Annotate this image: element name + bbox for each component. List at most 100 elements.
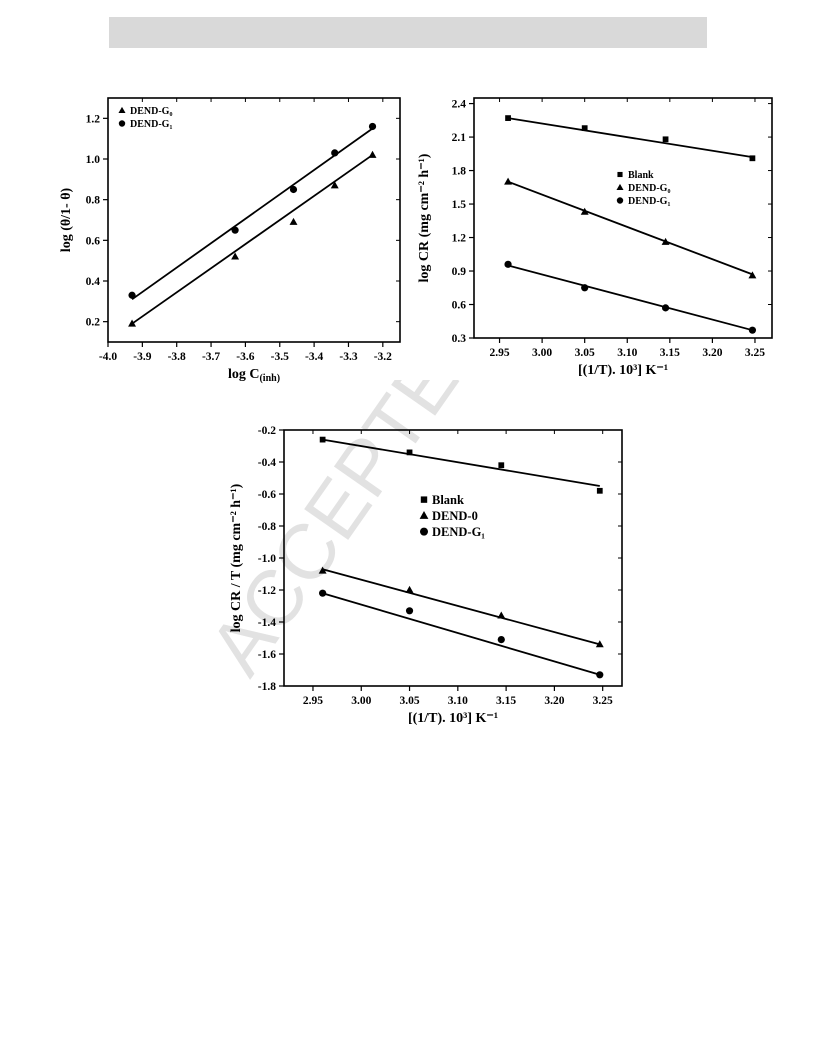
y-tick-label: 0.4 [86,276,101,288]
data-point-triangle [231,252,240,260]
x-tick-label: 3.15 [496,695,516,707]
x-tick-label: -3.6 [236,351,254,363]
y-tick-label: 0.6 [452,300,467,312]
y-tick-label: -1.0 [258,553,276,565]
data-point-triangle [419,511,429,519]
y-tick-label: 0.2 [86,317,101,329]
x-tick-label: 3.25 [593,695,613,707]
y-tick-label: 2.4 [452,99,467,111]
data-point-circle [420,527,428,536]
y-axis-label: log CR (mg cm⁻² h⁻¹) [417,153,432,282]
x-tick-label: 3.05 [399,695,419,707]
data-point-circle [748,326,757,334]
data-point-triangle [128,319,137,327]
data-point-circle [661,304,670,312]
data-point-circle [331,149,339,157]
legend-label: DEND-G₁ [130,119,172,130]
y-tick-label: -1.2 [258,585,276,597]
x-axis-label: [(1/T). 10³] K⁻¹ [578,363,668,378]
plot-frame [107,97,401,343]
x-tick-label: 2.95 [489,347,509,359]
x-tick-label: 2.95 [303,695,323,707]
x-tick-label: -4.0 [99,351,117,363]
y-tick-label: 0.6 [86,235,101,247]
legend: Blank DEND-G₀ DEND-G₁ [616,170,670,207]
fit-line-0 [322,438,600,487]
data-point-circle [319,589,327,597]
data-point-circle [596,671,604,679]
legend-label: DEND-G₁ [432,525,485,539]
y-tick-label: -1.8 [258,681,276,693]
data-point-square [581,125,588,132]
y-tick-label: -0.2 [258,425,276,437]
data-point-square [749,155,756,162]
data-point-square [617,171,623,178]
x-tick-label: -3.5 [271,351,289,363]
transition-state-chart: 2.95 3.00 3.05 3.10 3.15 3.20 3.25 -1.8 -1.6 -1.4… [229,425,623,726]
x-axis-label: log C(inh) [228,367,280,384]
legend-label: DEND-G₀ [628,183,670,194]
x-tick-label: 3.25 [745,347,765,359]
x-tick-label: -3.8 [168,351,186,363]
y-tick-label: 1.0 [86,154,101,166]
data-point-triangle [616,183,624,191]
data-point-triangle [595,640,604,648]
data-point-triangle [405,585,414,593]
y-axis-label: log CR / T (mg cm⁻² h⁻¹) [229,483,244,632]
y-tick-label: 1.2 [452,233,467,245]
data-point-triangle [580,207,589,215]
y-tick-label: -0.6 [258,489,276,501]
y-tick-label: 1.2 [86,113,101,125]
x-tick-label: -3.9 [133,351,151,363]
legend-label: DEND-G₁ [628,196,670,207]
fit-line-2 [507,264,753,332]
data-point-circle [231,226,239,234]
data-point-square [498,462,505,469]
legend-label: DEND-G₀ [130,106,172,117]
fit-line-1 [131,127,374,301]
y-axis-label: log (θ/1- θ) [59,187,74,252]
data-point-square [319,436,326,443]
data-point-circle [128,291,136,299]
data-point-circle [118,120,126,127]
x-tick-label: -3.7 [202,351,220,363]
x-axis-label-main: [(1/T). 10³] K⁻¹ [408,711,498,726]
y-tick-label: -0.4 [258,457,276,469]
data-point-triangle [289,217,298,225]
y-tick-label: 1.8 [452,166,467,178]
legend: Blank DEND-0 DEND-G₁ [419,493,485,539]
arrhenius-chart: 2.95 3.00 3.05 3.10 3.15 3.20 3.25 0.3 0.6 0.9 1.2… [417,97,773,378]
x-tick-label: 3.00 [351,695,371,707]
legend: DEND-G₀ DEND-G₁ [118,106,172,130]
y-tick-label: -1.6 [258,649,276,661]
data-point-circle [368,122,377,131]
x-tick-label: 3.00 [532,347,552,359]
y-tick-label: -1.4 [258,617,276,629]
x-axis-label-main: log C [228,367,260,382]
data-point-square [596,487,603,494]
legend-label: Blank [628,170,654,181]
x-tick-label: 3.20 [544,695,564,707]
plot-frame [283,429,623,687]
x-axis-label-main: [(1/T). 10³] K⁻¹ [578,363,668,378]
y-tick-label: 1.5 [452,199,467,211]
data-point-triangle [118,106,126,114]
x-tick-label: 3.20 [702,347,722,359]
y-tick-label: -0.8 [258,521,276,533]
data-point-circle [616,197,624,204]
data-point-triangle [318,566,327,574]
x-tick-label: 3.05 [575,347,595,359]
data-point-circle [405,607,414,615]
x-tick-label: 3.10 [448,695,468,707]
data-point-triangle [497,611,506,619]
y-tick-label: 0.8 [86,195,101,207]
data-point-triangle [748,271,757,279]
data-point-circle [504,260,512,268]
data-point-square [505,115,511,121]
adsorption-isotherm-chart: -4.0 -3.9 -3.8 -3.7 -3.6 -3.5 -3.4 -3.3 -3.2 0.2 0… [59,97,401,384]
legend-label: DEND-0 [432,509,478,523]
fit-line-1 [322,568,601,646]
x-tick-label: 3.15 [660,347,680,359]
fit-line-0 [131,154,374,325]
plot-frame [473,97,773,339]
